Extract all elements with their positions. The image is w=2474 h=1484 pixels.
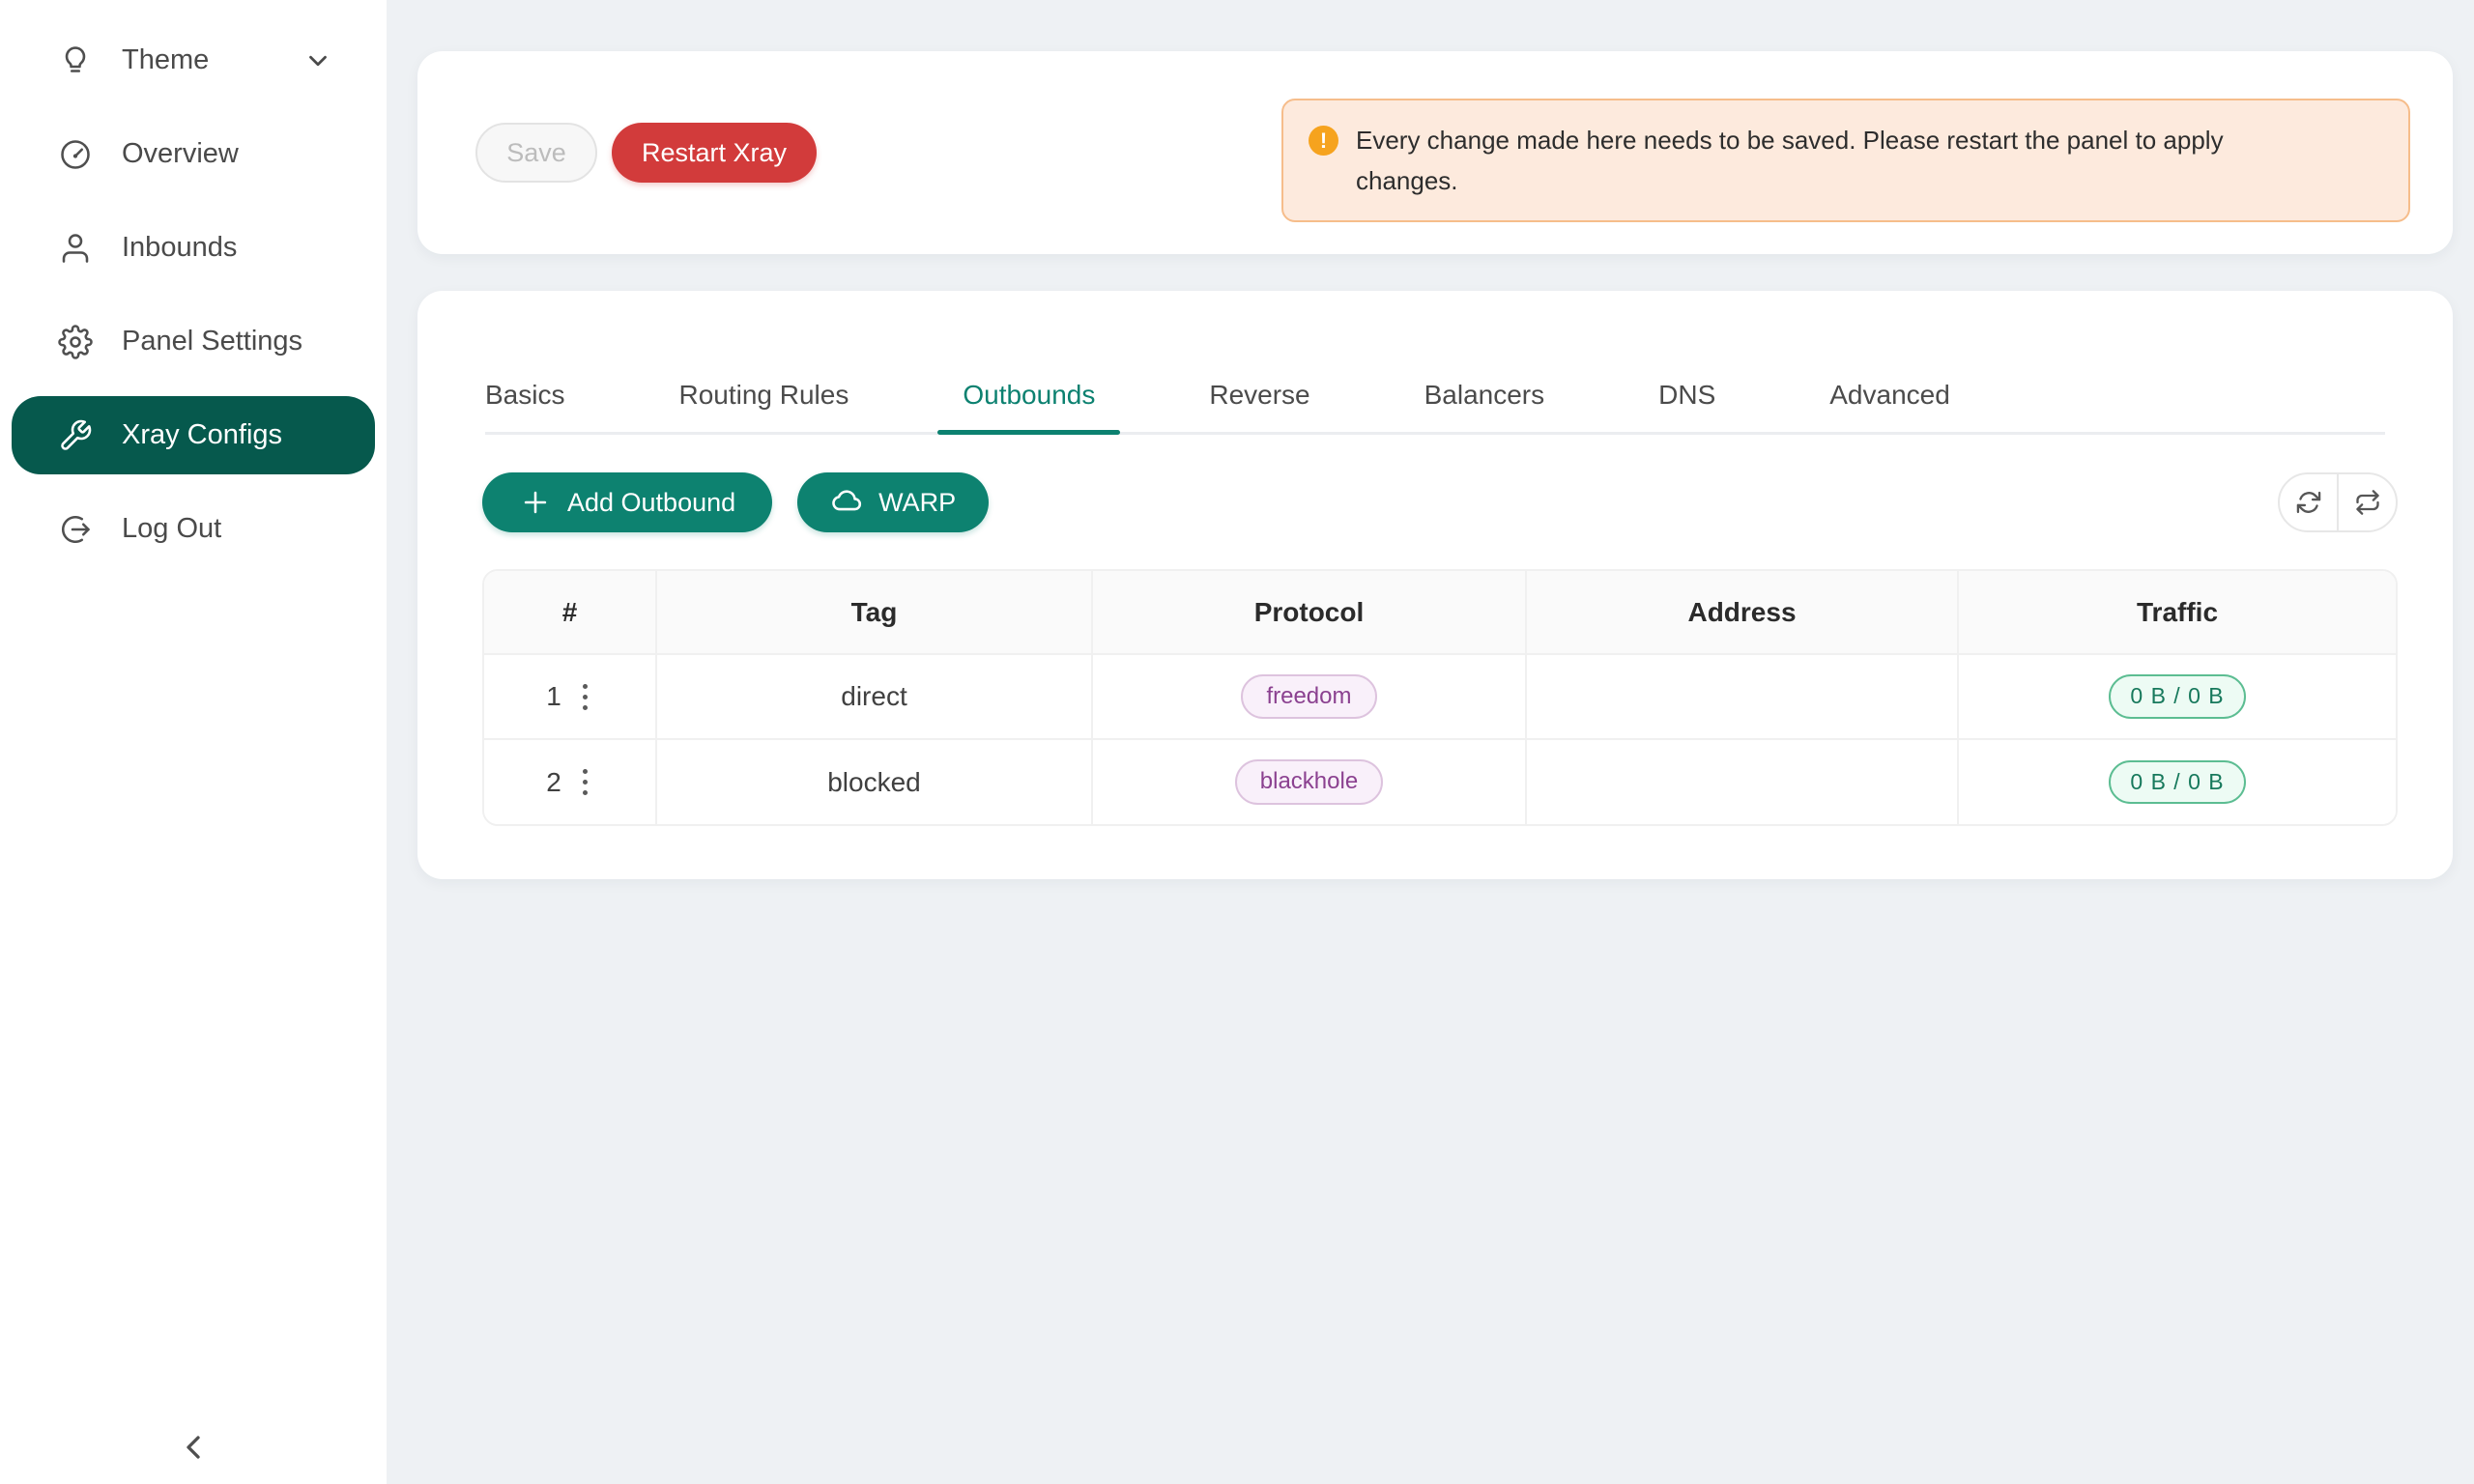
row-menu-button[interactable] (577, 763, 593, 801)
sidebar-item-label: Overview (122, 138, 239, 169)
sidebar-item-label: Panel Settings (122, 326, 303, 357)
sidebar-collapse-button[interactable] (164, 1418, 222, 1476)
row-tag: direct (655, 653, 1092, 739)
table-row: 1 direct freedom 0 B / 0 B (484, 653, 2396, 739)
chevron-left-icon (174, 1428, 213, 1467)
outbounds-table: # Tag Protocol Address Traffic 1 (482, 569, 2398, 826)
cloud-icon (830, 486, 863, 519)
col-header-tag: Tag (655, 571, 1092, 654)
repeat-icon (2354, 489, 2381, 516)
table-header-row: # Tag Protocol Address Traffic (484, 571, 2396, 654)
restart-xray-button[interactable]: Restart Xray (612, 123, 817, 183)
outbound-actions: Add Outbound WARP (482, 472, 990, 532)
sidebar-item-log-out[interactable]: Log Out (12, 490, 375, 568)
gear-icon (58, 324, 93, 359)
refresh-button[interactable] (2280, 474, 2337, 530)
sidebar-item-xray-configs[interactable]: Xray Configs (12, 396, 375, 474)
plus-icon (519, 486, 552, 519)
tab-routing-rules[interactable]: Routing Rules (678, 380, 849, 410)
add-outbound-label: Add Outbound (567, 487, 736, 517)
row-index: 2 (546, 766, 561, 797)
protocol-badge: blackhole (1234, 759, 1384, 805)
restart-warning-alert: ! Every change made here needs to be sav… (1281, 99, 2410, 222)
col-header-index: # (484, 571, 657, 654)
main-content: Save Restart Xray ! Every change made he… (387, 0, 2474, 1484)
traffic-badge: 0 B / 0 B (2109, 674, 2246, 719)
alert-text: Every change made here needs to be saved… (1356, 126, 2224, 195)
traffic-badge: 0 B / 0 B (2109, 759, 2246, 805)
col-header-address: Address (1524, 571, 1958, 654)
xray-configs-card: Basics Routing Rules Outbounds Reverse B… (417, 291, 2453, 879)
save-button[interactable]: Save (475, 123, 597, 183)
table-tools (2278, 472, 2398, 532)
bulb-icon (58, 43, 93, 78)
sidebar-item-label: Log Out (122, 513, 222, 544)
warp-label: WARP (878, 487, 957, 517)
warp-button[interactable]: WARP (797, 472, 990, 532)
col-header-protocol: Protocol (1090, 571, 1526, 654)
toolbar-card: Save Restart Xray ! Every change made he… (417, 51, 2453, 254)
wrench-icon (58, 418, 93, 453)
row-address (1524, 653, 1958, 739)
add-outbound-button[interactable]: Add Outbound (482, 472, 773, 532)
protocol-badge: freedom (1241, 673, 1377, 720)
tab-dns[interactable]: DNS (1658, 380, 1716, 410)
sidebar-nav: Theme Overview Inbounds (0, 0, 387, 568)
reload-button[interactable] (2337, 474, 2396, 530)
row-menu-button[interactable] (577, 678, 593, 716)
user-icon (58, 231, 93, 266)
tab-basics[interactable]: Basics (485, 380, 565, 410)
sidebar-item-label: Xray Configs (122, 419, 283, 450)
sidebar-item-overview[interactable]: Overview (12, 115, 375, 193)
warning-icon: ! (1309, 126, 1338, 156)
row-address (1524, 738, 1958, 824)
row-index: 1 (546, 681, 561, 711)
logout-icon (58, 512, 93, 547)
tab-reverse[interactable]: Reverse (1209, 380, 1310, 410)
row-tag: blocked (655, 738, 1092, 824)
tab-balancers[interactable]: Balancers (1424, 380, 1545, 410)
tab-advanced[interactable]: Advanced (1829, 380, 1950, 410)
sidebar-item-label: Theme (122, 44, 210, 75)
sidebar-item-label: Inbounds (122, 232, 238, 263)
sync-icon (2295, 489, 2322, 516)
config-tabs: Basics Routing Rules Outbounds Reverse B… (485, 380, 2385, 435)
sidebar: Theme Overview Inbounds (0, 0, 387, 1484)
chevron-down-icon (303, 46, 332, 75)
sidebar-item-panel-settings[interactable]: Panel Settings (12, 302, 375, 381)
sidebar-item-inbounds[interactable]: Inbounds (12, 209, 375, 287)
col-header-traffic: Traffic (1957, 571, 2396, 654)
sidebar-item-theme[interactable]: Theme (12, 21, 375, 100)
dashboard-icon (58, 137, 93, 172)
table-row: 2 blocked blackhole 0 B / 0 B (484, 738, 2396, 824)
tab-outbounds[interactable]: Outbounds (937, 380, 1121, 435)
